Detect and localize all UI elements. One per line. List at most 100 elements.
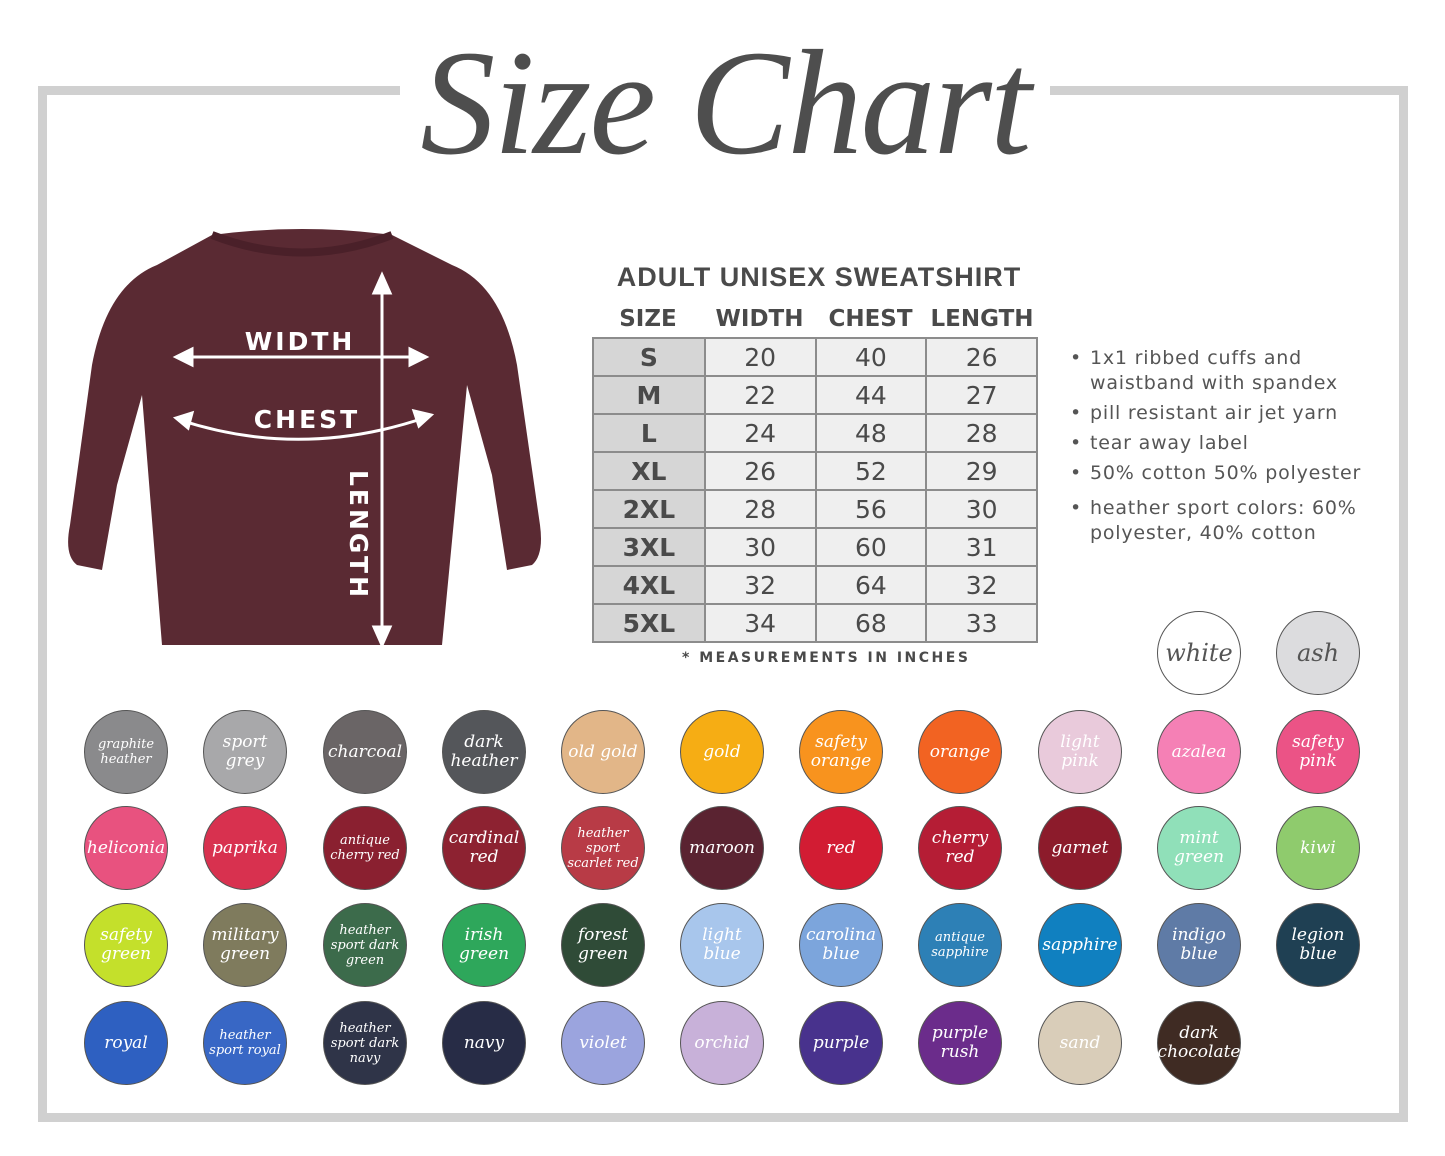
feature-item: heather sport colors: 60% polyester, 40%… — [1070, 496, 1400, 546]
color-swatch[interactable]: indigo blue — [1157, 903, 1241, 987]
size-cell: S — [592, 337, 706, 377]
color-swatch[interactable]: kiwi — [1276, 806, 1360, 890]
header-length: LENGTH — [930, 306, 1034, 332]
table-row: M 22 44 27 — [592, 375, 1038, 415]
feature-item: 1x1 ribbed cuffs and waistband with span… — [1070, 346, 1400, 396]
value-cell: 26 — [703, 451, 817, 491]
color-swatch[interactable]: light blue — [680, 903, 764, 987]
feature-item: tear away label — [1070, 431, 1400, 456]
value-cell: 29 — [925, 451, 1038, 491]
value-cell: 56 — [814, 489, 928, 529]
value-cell: 20 — [703, 337, 817, 377]
chest-label: CHEST — [254, 405, 360, 434]
value-cell: 28 — [703, 489, 817, 529]
color-swatch[interactable]: white — [1157, 611, 1241, 695]
color-swatch[interactable]: ash — [1276, 611, 1360, 695]
color-swatch[interactable]: antique sapphire — [918, 903, 1002, 987]
color-swatch[interactable]: old gold — [561, 710, 645, 794]
color-swatch[interactable]: military green — [203, 903, 287, 987]
color-swatch[interactable]: carolina blue — [799, 903, 883, 987]
table-row: 3XL 30 60 31 — [592, 527, 1038, 567]
measurement-note: * MEASUREMENTS IN INCHES — [682, 650, 971, 666]
color-swatch[interactable]: royal — [84, 1001, 168, 1085]
color-swatch[interactable]: cherry red — [918, 806, 1002, 890]
value-cell: 64 — [814, 565, 928, 605]
size-cell: XL — [592, 451, 706, 491]
color-swatch[interactable]: legion blue — [1276, 903, 1360, 987]
value-cell: 40 — [814, 337, 928, 377]
table-row: XL 26 52 29 — [592, 451, 1038, 491]
value-cell: 60 — [814, 527, 928, 567]
value-cell: 32 — [925, 565, 1038, 605]
color-swatch[interactable]: graphite heather — [84, 710, 168, 794]
size-cell: 2XL — [592, 489, 706, 529]
feature-item: pill resistant air jet yarn — [1070, 401, 1400, 426]
color-swatch[interactable]: cardinal red — [442, 806, 526, 890]
color-swatch[interactable]: garnet — [1038, 806, 1122, 890]
color-swatch[interactable]: paprika — [203, 806, 287, 890]
table-row: S 20 40 26 — [592, 337, 1038, 377]
color-swatch[interactable]: safety orange — [799, 710, 883, 794]
color-swatch[interactable]: orange — [918, 710, 1002, 794]
value-cell: 30 — [925, 489, 1038, 529]
value-cell: 34 — [703, 603, 817, 643]
color-swatch[interactable]: navy — [442, 1001, 526, 1085]
color-swatch[interactable]: safety green — [84, 903, 168, 987]
color-swatch[interactable]: heliconia — [84, 806, 168, 890]
feature-item: 50% cotton 50% polyester — [1070, 461, 1400, 486]
color-swatch[interactable]: charcoal — [323, 710, 407, 794]
color-swatch[interactable]: antique cherry red — [323, 806, 407, 890]
value-cell: 52 — [814, 451, 928, 491]
sweatshirt-illustration: WIDTH CHEST LENGTH — [68, 229, 542, 649]
table-row: 5XL 34 68 33 — [592, 603, 1038, 643]
size-cell: 5XL — [592, 603, 706, 643]
title-gap — [400, 70, 1050, 110]
color-swatch[interactable]: dark chocolate — [1157, 1001, 1241, 1085]
size-cell: L — [592, 413, 706, 453]
value-cell: 31 — [925, 527, 1038, 567]
size-cell: 4XL — [592, 565, 706, 605]
value-cell: 48 — [814, 413, 928, 453]
color-swatch[interactable]: red — [799, 806, 883, 890]
value-cell: 30 — [703, 527, 817, 567]
color-swatch[interactable]: safety pink — [1276, 710, 1360, 794]
value-cell: 28 — [925, 413, 1038, 453]
color-swatch[interactable]: heather sport dark green — [323, 903, 407, 987]
color-swatch[interactable]: sand — [1038, 1001, 1122, 1085]
value-cell: 33 — [925, 603, 1038, 643]
value-cell: 27 — [925, 375, 1038, 415]
sweatshirt-collar — [210, 231, 394, 257]
page-title: Size Chart — [420, 20, 1031, 186]
value-cell: 32 — [703, 565, 817, 605]
color-swatch[interactable]: heather sport scarlet red — [561, 806, 645, 890]
sweatshirt-body — [68, 229, 542, 645]
header-width: WIDTH — [715, 306, 804, 332]
table-row: L 24 48 28 — [592, 413, 1038, 453]
color-swatch[interactable]: azalea — [1157, 710, 1241, 794]
table-title: ADULT UNISEX SWEATSHIRT — [616, 262, 1022, 292]
color-swatch[interactable]: gold — [680, 710, 764, 794]
width-label: WIDTH — [245, 327, 356, 356]
value-cell: 24 — [703, 413, 817, 453]
color-swatch[interactable]: maroon — [680, 806, 764, 890]
value-cell: 68 — [814, 603, 928, 643]
color-swatch[interactable]: irish green — [442, 903, 526, 987]
color-swatch[interactable]: heather sport royal — [203, 1001, 287, 1085]
color-swatch[interactable]: sport grey — [203, 710, 287, 794]
color-swatch[interactable]: orchid — [680, 1001, 764, 1085]
value-cell: 22 — [703, 375, 817, 415]
color-swatch[interactable]: light pink — [1038, 710, 1122, 794]
color-swatch[interactable]: purple rush — [918, 1001, 1002, 1085]
header-chest: CHEST — [828, 306, 913, 332]
feature-list: 1x1 ribbed cuffs and waistband with span… — [1070, 346, 1400, 551]
color-swatch[interactable]: sapphire — [1038, 903, 1122, 987]
header-size: SIZE — [619, 306, 677, 332]
color-swatch[interactable]: forest green — [561, 903, 645, 987]
color-swatch[interactable]: heather sport dark navy — [323, 1001, 407, 1085]
length-label: LENGTH — [344, 470, 373, 600]
color-swatch[interactable]: mint green — [1157, 806, 1241, 890]
color-swatch[interactable]: violet — [561, 1001, 645, 1085]
color-swatch[interactable]: dark heather — [442, 710, 526, 794]
size-table: S 20 40 26 M 22 44 27 L 24 48 28 XL 26 52 29 2XL 28 56 30 3X… — [592, 337, 1038, 643]
color-swatch[interactable]: purple — [799, 1001, 883, 1085]
